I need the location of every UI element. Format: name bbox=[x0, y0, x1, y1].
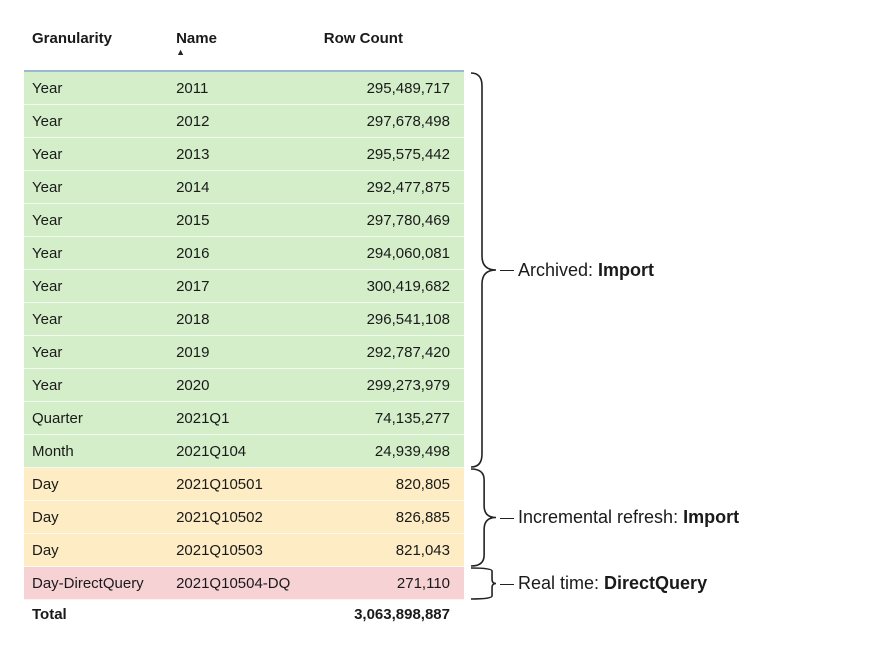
table-row[interactable]: Year2012297,678,498 bbox=[24, 105, 464, 138]
annotation-label: Incremental refresh: Import bbox=[498, 507, 739, 528]
cell-granularity: Quarter bbox=[24, 402, 168, 435]
cell-rowcount: 292,477,875 bbox=[316, 171, 464, 204]
cell-name: 2016 bbox=[168, 237, 316, 270]
cell-rowcount: 292,787,420 bbox=[316, 336, 464, 369]
dash-icon bbox=[500, 270, 514, 271]
cell-rowcount: 820,805 bbox=[316, 468, 464, 501]
cell-name: 2014 bbox=[168, 171, 316, 204]
annotation-label: Real time: DirectQuery bbox=[498, 573, 707, 594]
cell-granularity: Year bbox=[24, 171, 168, 204]
cell-rowcount: 821,043 bbox=[316, 534, 464, 567]
cell-granularity: Year bbox=[24, 303, 168, 336]
total-rowcount: 3,063,898,887 bbox=[316, 600, 464, 630]
table-row[interactable]: Year2017300,419,682 bbox=[24, 270, 464, 303]
partition-table: Granularity Name ▲ Row Count Year2011295… bbox=[24, 24, 464, 629]
annotation-label-bold: Import bbox=[683, 507, 739, 527]
cell-rowcount: 74,135,277 bbox=[316, 402, 464, 435]
cell-rowcount: 297,780,469 bbox=[316, 204, 464, 237]
table-row[interactable]: Day2021Q10503821,043 bbox=[24, 534, 464, 567]
cell-granularity: Day-DirectQuery bbox=[24, 567, 168, 600]
table-row[interactable]: Year2014292,477,875 bbox=[24, 171, 464, 204]
cell-name: 2021Q1 bbox=[168, 402, 316, 435]
brace-icon bbox=[470, 567, 498, 600]
annotation-label-prefix: Real time: bbox=[518, 573, 604, 593]
cell-name: 2021Q104 bbox=[168, 435, 316, 468]
cell-rowcount: 295,489,717 bbox=[316, 71, 464, 105]
dash-icon bbox=[500, 518, 514, 519]
cell-rowcount: 296,541,108 bbox=[316, 303, 464, 336]
table-row[interactable]: Year2020299,273,979 bbox=[24, 369, 464, 402]
cell-name: 2021Q10504-DQ bbox=[168, 567, 316, 600]
cell-granularity: Year bbox=[24, 336, 168, 369]
cell-granularity: Year bbox=[24, 369, 168, 402]
cell-granularity: Year bbox=[24, 105, 168, 138]
col-header-rowcount-label: Row Count bbox=[324, 30, 403, 47]
col-header-granularity-label: Granularity bbox=[32, 30, 112, 47]
cell-name: 2019 bbox=[168, 336, 316, 369]
table-row[interactable]: Year2016294,060,081 bbox=[24, 237, 464, 270]
annotation-realtime: Real time: DirectQuery bbox=[470, 567, 707, 600]
table-row[interactable]: Year2018296,541,108 bbox=[24, 303, 464, 336]
table-row[interactable]: Day-DirectQuery2021Q10504-DQ271,110 bbox=[24, 567, 464, 600]
total-label: Total bbox=[24, 600, 168, 630]
cell-rowcount: 299,273,979 bbox=[316, 369, 464, 402]
cell-rowcount: 271,110 bbox=[316, 567, 464, 600]
cell-granularity: Day bbox=[24, 534, 168, 567]
cell-name: 2012 bbox=[168, 105, 316, 138]
cell-rowcount: 24,939,498 bbox=[316, 435, 464, 468]
annotation-incremental: Incremental refresh: Import bbox=[470, 468, 739, 567]
cell-granularity: Day bbox=[24, 501, 168, 534]
sort-asc-icon: ▲ bbox=[176, 48, 308, 56]
table-row[interactable]: Year2013295,575,442 bbox=[24, 138, 464, 171]
brace-icon bbox=[470, 72, 498, 468]
cell-granularity: Year bbox=[24, 71, 168, 105]
cell-granularity: Month bbox=[24, 435, 168, 468]
cell-rowcount: 297,678,498 bbox=[316, 105, 464, 138]
col-header-granularity[interactable]: Granularity bbox=[24, 24, 168, 71]
cell-rowcount: 294,060,081 bbox=[316, 237, 464, 270]
cell-name: 2018 bbox=[168, 303, 316, 336]
cell-granularity: Year bbox=[24, 138, 168, 171]
col-header-name[interactable]: Name ▲ bbox=[168, 24, 316, 71]
table-row[interactable]: Month2021Q10424,939,498 bbox=[24, 435, 464, 468]
table-row[interactable]: Day2021Q10502826,885 bbox=[24, 501, 464, 534]
cell-name: 2020 bbox=[168, 369, 316, 402]
annotation-label: Archived: Import bbox=[498, 260, 654, 281]
cell-name: 2021Q10503 bbox=[168, 534, 316, 567]
table-row[interactable]: Quarter2021Q174,135,277 bbox=[24, 402, 464, 435]
cell-granularity: Year bbox=[24, 237, 168, 270]
table-row[interactable]: Year2019292,787,420 bbox=[24, 336, 464, 369]
cell-name: 2021Q10502 bbox=[168, 501, 316, 534]
table-total-row: Total 3,063,898,887 bbox=[24, 600, 464, 630]
cell-rowcount: 300,419,682 bbox=[316, 270, 464, 303]
annotation-label-prefix: Archived: bbox=[518, 260, 598, 280]
table-header-row: Granularity Name ▲ Row Count bbox=[24, 24, 464, 71]
annotation-label-prefix: Incremental refresh: bbox=[518, 507, 683, 527]
dash-icon bbox=[500, 584, 514, 585]
cell-name: 2015 bbox=[168, 204, 316, 237]
col-header-rowcount[interactable]: Row Count bbox=[316, 24, 464, 71]
cell-name: 2017 bbox=[168, 270, 316, 303]
cell-rowcount: 295,575,442 bbox=[316, 138, 464, 171]
annotation-label-bold: Import bbox=[598, 260, 654, 280]
annotation-archived: Archived: Import bbox=[470, 72, 654, 468]
table-row[interactable]: Year2015297,780,469 bbox=[24, 204, 464, 237]
cell-granularity: Day bbox=[24, 468, 168, 501]
cell-name: 2011 bbox=[168, 71, 316, 105]
cell-rowcount: 826,885 bbox=[316, 501, 464, 534]
table-row[interactable]: Year2011295,489,717 bbox=[24, 71, 464, 105]
brace-icon bbox=[470, 468, 498, 567]
cell-granularity: Year bbox=[24, 270, 168, 303]
cell-name: 2021Q10501 bbox=[168, 468, 316, 501]
annotation-label-bold: DirectQuery bbox=[604, 573, 707, 593]
col-header-name-label: Name bbox=[176, 30, 217, 47]
cell-granularity: Year bbox=[24, 204, 168, 237]
table-row[interactable]: Day2021Q10501820,805 bbox=[24, 468, 464, 501]
cell-name: 2013 bbox=[168, 138, 316, 171]
